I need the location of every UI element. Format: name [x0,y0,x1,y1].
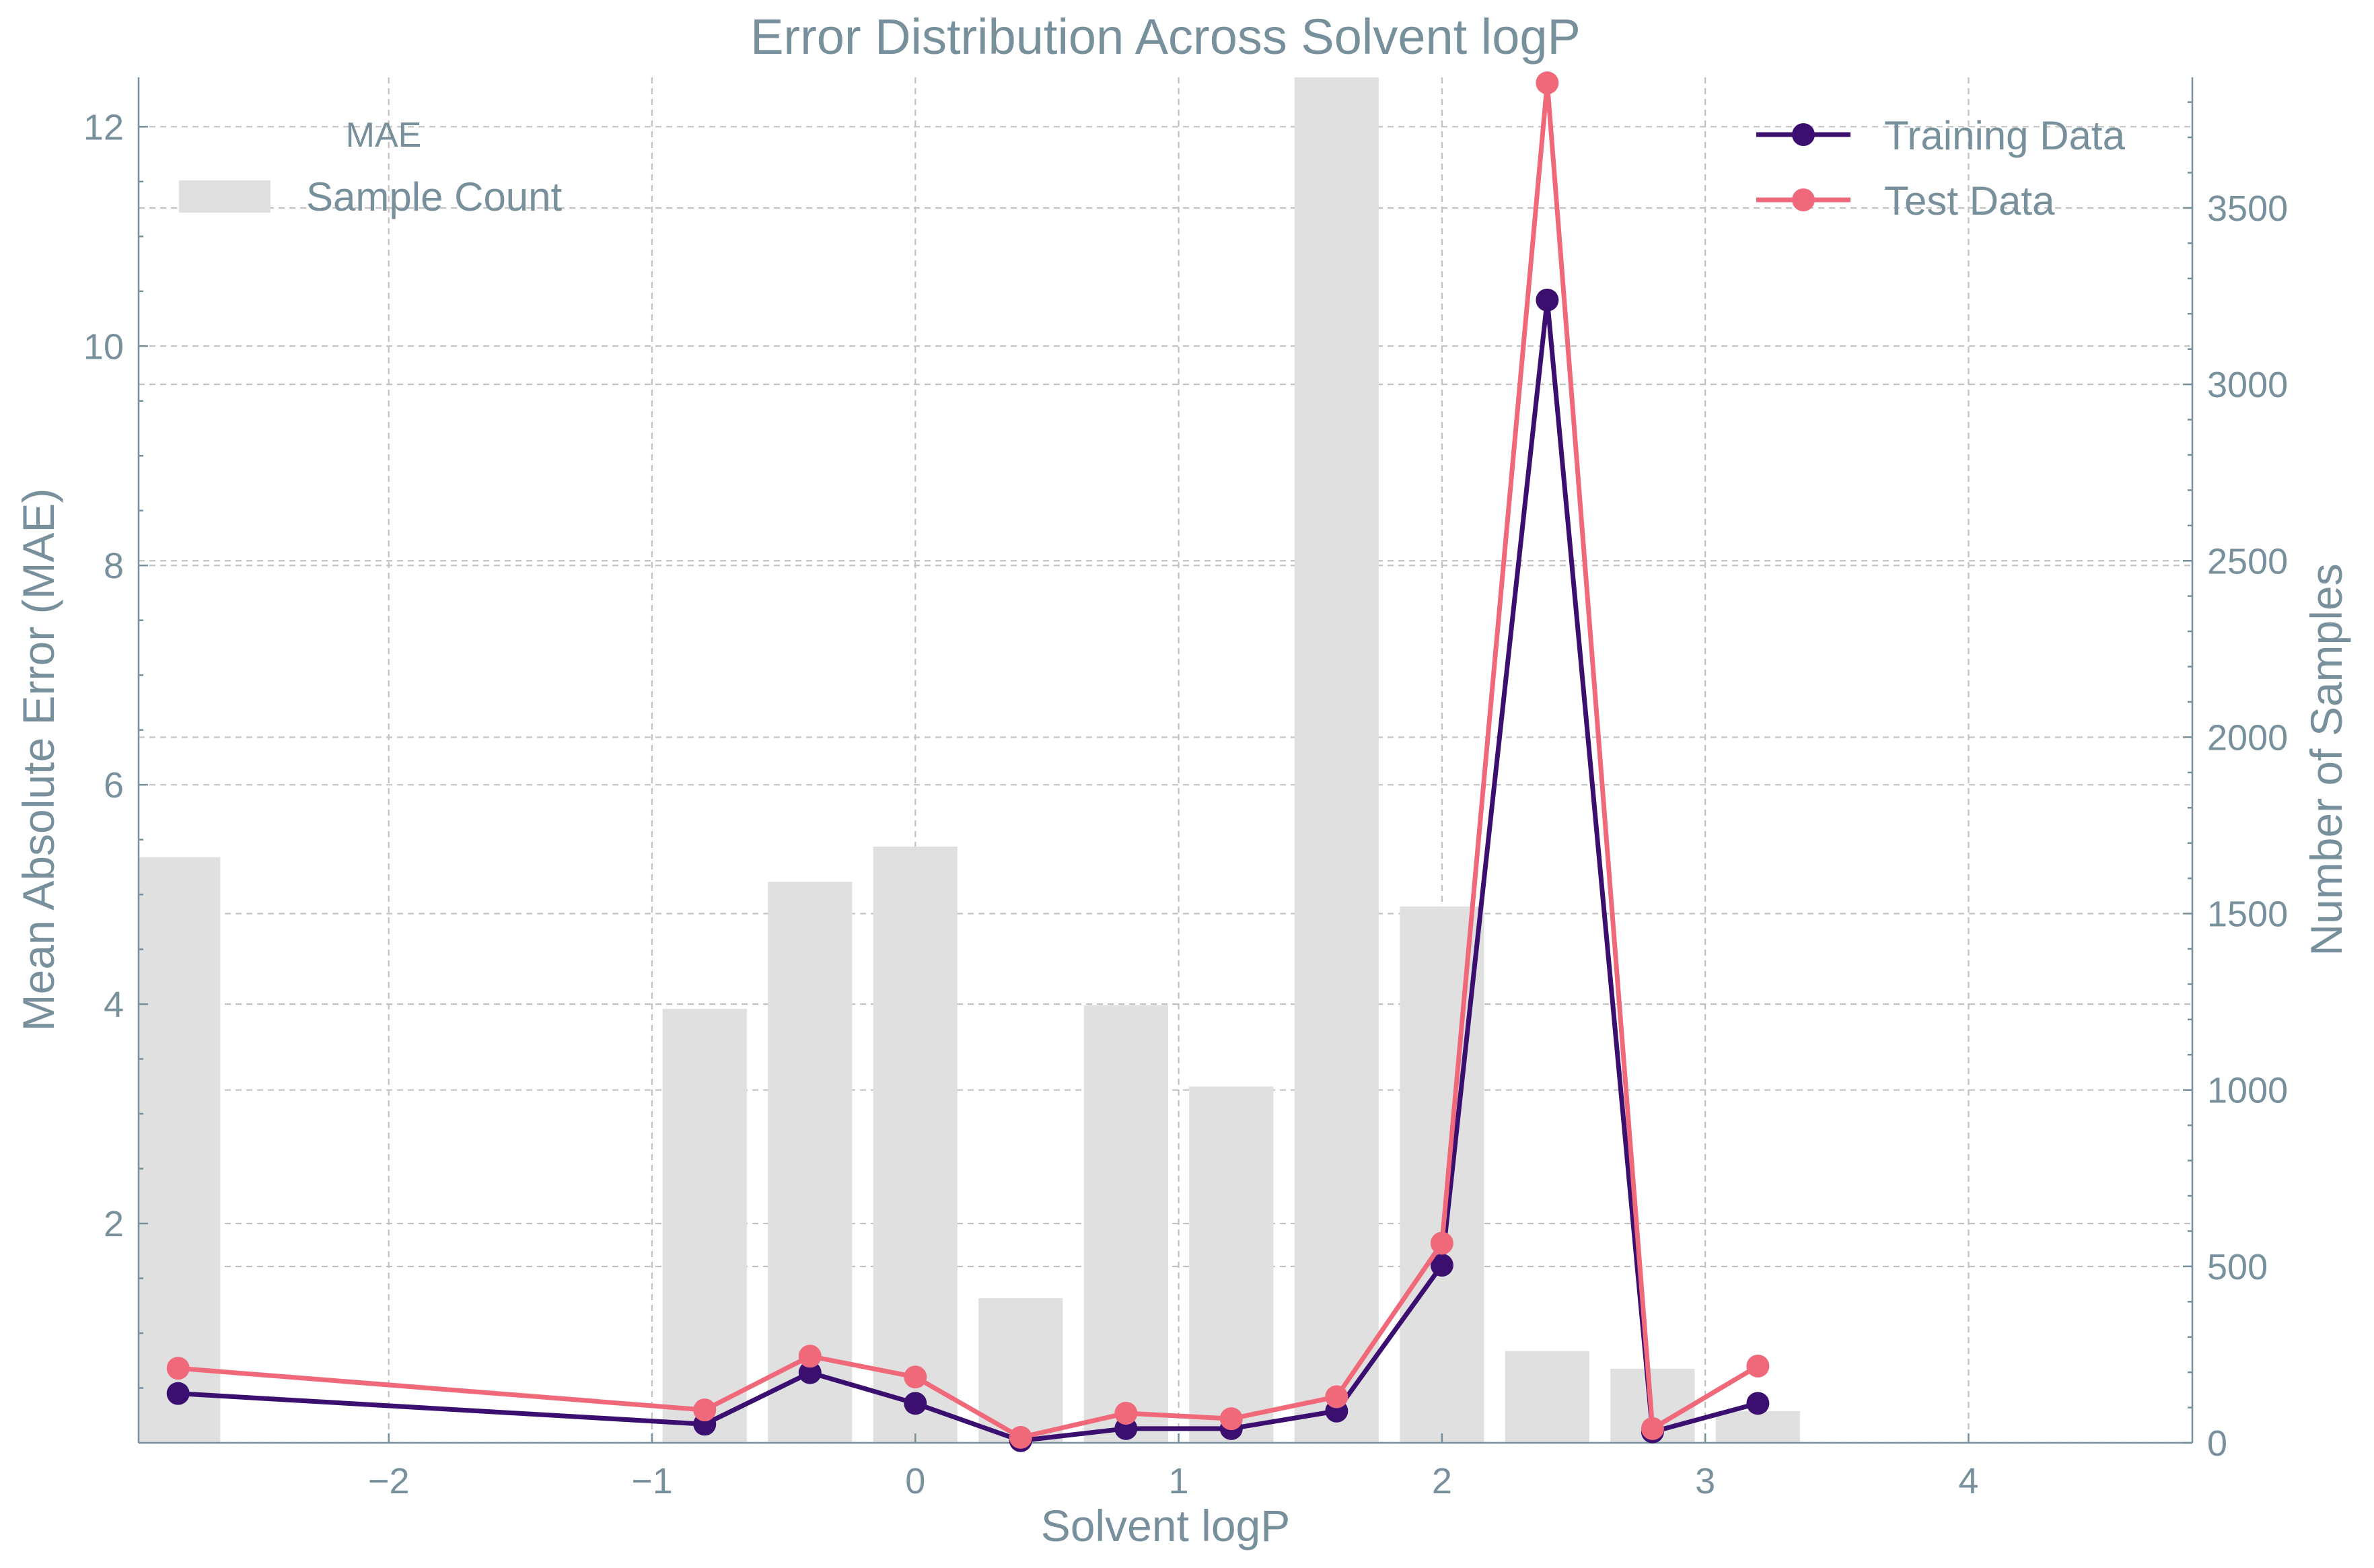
series-point [1430,1253,1453,1277]
bar [873,846,958,1443]
bar [1715,1411,1800,1443]
y-tick-label-left: 12 [83,107,124,147]
series-point [1325,1385,1348,1409]
bar [1505,1351,1589,1443]
y-axis-title-left: Mean Absolute Error (MAE) [13,489,63,1032]
bar [1189,1086,1274,1443]
legend-label-training-data: Training Data [1884,113,2126,158]
legend-swatch-sample-count [179,180,271,213]
x-tick-label: −1 [631,1461,673,1501]
series-point [798,1361,822,1384]
y-tick-label-left: 2 [104,1204,124,1244]
legend-title: MAE [346,116,422,155]
x-tick-label: 1 [1169,1461,1189,1501]
series-line [178,297,1759,1444]
series-point [693,1398,717,1422]
series-point [1219,1407,1243,1431]
series-point [166,1382,190,1405]
legend-marker-training-data [1792,123,1815,146]
y-tick-label-right: 3000 [2207,365,2288,405]
legend-marker-test-data [1792,188,1815,211]
x-tick-label: 4 [1958,1461,1978,1501]
y-tick-label-right: 500 [2207,1247,2268,1287]
grid-lines [139,77,2192,1444]
series-point [166,1357,190,1380]
bar-series-sample-count [139,77,1800,1443]
series-point [904,1365,927,1389]
x-tick-label: 2 [1432,1461,1452,1501]
series-point [1746,1392,1770,1415]
series-point [1746,1354,1770,1378]
y-tick-label-left: 10 [83,326,124,367]
axis-ticks: −2 −1 0 1 2 3 42468101205001000150020002500300… [83,101,2288,1501]
bar [1294,77,1379,1443]
series-point [1536,288,1559,312]
bar [1083,1005,1168,1443]
bar [662,1009,747,1443]
axes-spines [137,77,2194,1444]
y-tick-label-right: 1000 [2207,1071,2288,1111]
chart-title: Error Distribution Across Solvent logP [750,9,1581,65]
x-axis-title: Solvent logP [1041,1501,1291,1551]
y-tick-label-right: 2500 [2207,541,2288,581]
y-tick-label-right: 0 [2207,1423,2227,1464]
series-point [1430,1232,1453,1255]
x-tick-label: 0 [905,1461,925,1501]
legend-series: Training Data Test Data [1756,113,2126,223]
legend-mae: MAE Sample Count [179,116,563,219]
x-tick-label: −2 [368,1461,410,1501]
y-axis-title-right: Number of Samples [2301,563,2351,956]
series-point [1536,71,1559,95]
series-line [178,80,1760,1440]
legend-label-test-data: Test Data [1884,178,2055,223]
series-point [1114,1401,1138,1425]
bar [139,857,221,1443]
series-point [798,1345,822,1368]
series-point [1009,1425,1032,1449]
series-point [1641,1417,1664,1440]
line-series [166,71,1770,1452]
y-tick-label-left: 8 [104,546,124,586]
series-point [904,1392,927,1415]
y-tick-label-right: 2000 [2207,717,2288,758]
legend-label-sample-count: Sample Count [306,174,563,219]
y-tick-label-right: 1500 [2207,894,2288,935]
x-tick-label: 3 [1695,1461,1715,1501]
y-tick-label-left: 4 [104,985,124,1025]
y-tick-label-right: 3500 [2207,188,2288,229]
y-tick-label-left: 6 [104,765,124,806]
